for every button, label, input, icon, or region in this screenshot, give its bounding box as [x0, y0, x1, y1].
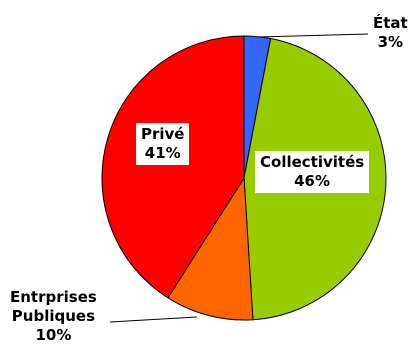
- slice-label-entreprises-publiques: Entrprises Publiques 10%: [10, 288, 97, 345]
- slice-label-etat-name: État: [373, 14, 408, 32]
- slice-label-entreprises-publiques-name-line2: Publiques: [11, 307, 96, 325]
- slice-label-collectivites-name: Collectivités: [260, 153, 365, 171]
- slice-label-prive: Privé 41%: [136, 123, 190, 165]
- pie-slice-entrprises-publiques: [167, 177, 254, 321]
- slice-label-entreprises-publiques-name-line1: Entrprises: [10, 288, 97, 306]
- slice-label-entreprises-publiques-value: 10%: [35, 326, 72, 344]
- pie-slice-prive: [101, 35, 245, 299]
- slice-label-etat: État 3%: [373, 14, 408, 52]
- leader-line-etat: [257, 33, 369, 38]
- slice-label-etat-value: 3%: [377, 33, 404, 51]
- slice-label-prive-name: Privé: [141, 125, 185, 143]
- slice-label-prive-value: 41%: [144, 144, 181, 162]
- leader-lines: [109, 33, 369, 323]
- leader-line-entreprises-publiques: [109, 316, 198, 323]
- slice-label-collectivites: Collectivités 46%: [255, 151, 370, 193]
- slice-label-collectivites-value: 46%: [294, 172, 331, 190]
